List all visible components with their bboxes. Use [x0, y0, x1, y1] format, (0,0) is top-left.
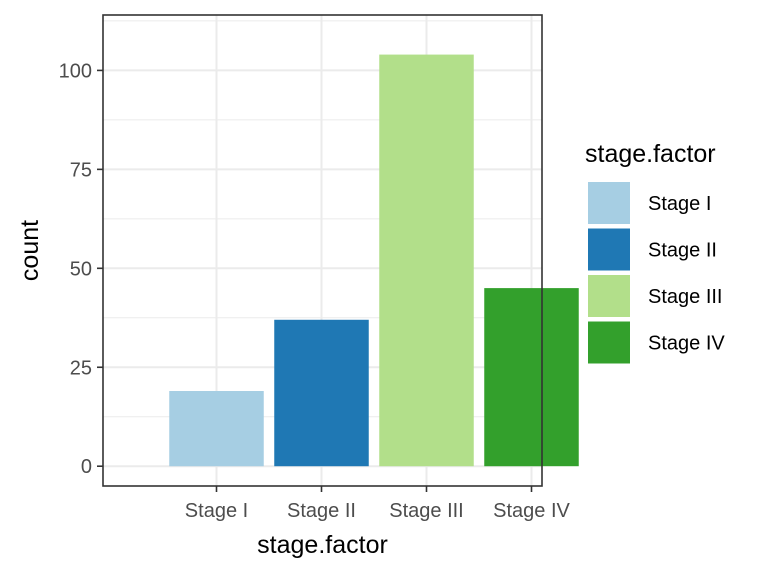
legend-key-stage-iv	[588, 321, 630, 364]
x-tick-label: Stage II	[287, 500, 356, 522]
axes: 0 25 50 75 100 Stage I Stage II Stage III Stage …	[59, 60, 571, 522]
panel-border	[102, 14, 543, 487]
legend-key-stage-ii	[588, 228, 630, 271]
y-axis-title: count	[16, 220, 44, 281]
bar-stage-iv	[484, 288, 579, 467]
legend-label-stage-iii: Stage III	[648, 286, 723, 308]
x-tick-label: Stage IV	[493, 500, 570, 522]
legend: stage.factor Stage I Stage II Stage III Sta…	[585, 140, 725, 364]
x-axis-title: stage.factor	[257, 531, 388, 559]
y-tick-label: 75	[70, 159, 92, 181]
legend-key-stage-iii	[588, 275, 630, 317]
legend-label-stage-i: Stage I	[648, 193, 711, 215]
legend-title: stage.factor	[585, 140, 716, 168]
bar-stage-i	[169, 391, 264, 467]
legend-key-stage-i	[588, 182, 630, 224]
legend-label-stage-ii: Stage II	[648, 240, 717, 262]
y-tick-label: 50	[70, 258, 92, 280]
bars	[169, 54, 579, 467]
bar-stage-ii	[274, 319, 369, 467]
y-tick-label: 0	[81, 456, 92, 478]
x-tick-label: Stage III	[389, 500, 464, 522]
x-tick-label: Stage I	[185, 500, 248, 522]
y-tick-label: 100	[59, 60, 92, 82]
y-tick-label: 25	[70, 357, 92, 379]
bar-stage-iii	[379, 54, 474, 467]
legend-label-stage-iv: Stage IV	[648, 333, 725, 355]
